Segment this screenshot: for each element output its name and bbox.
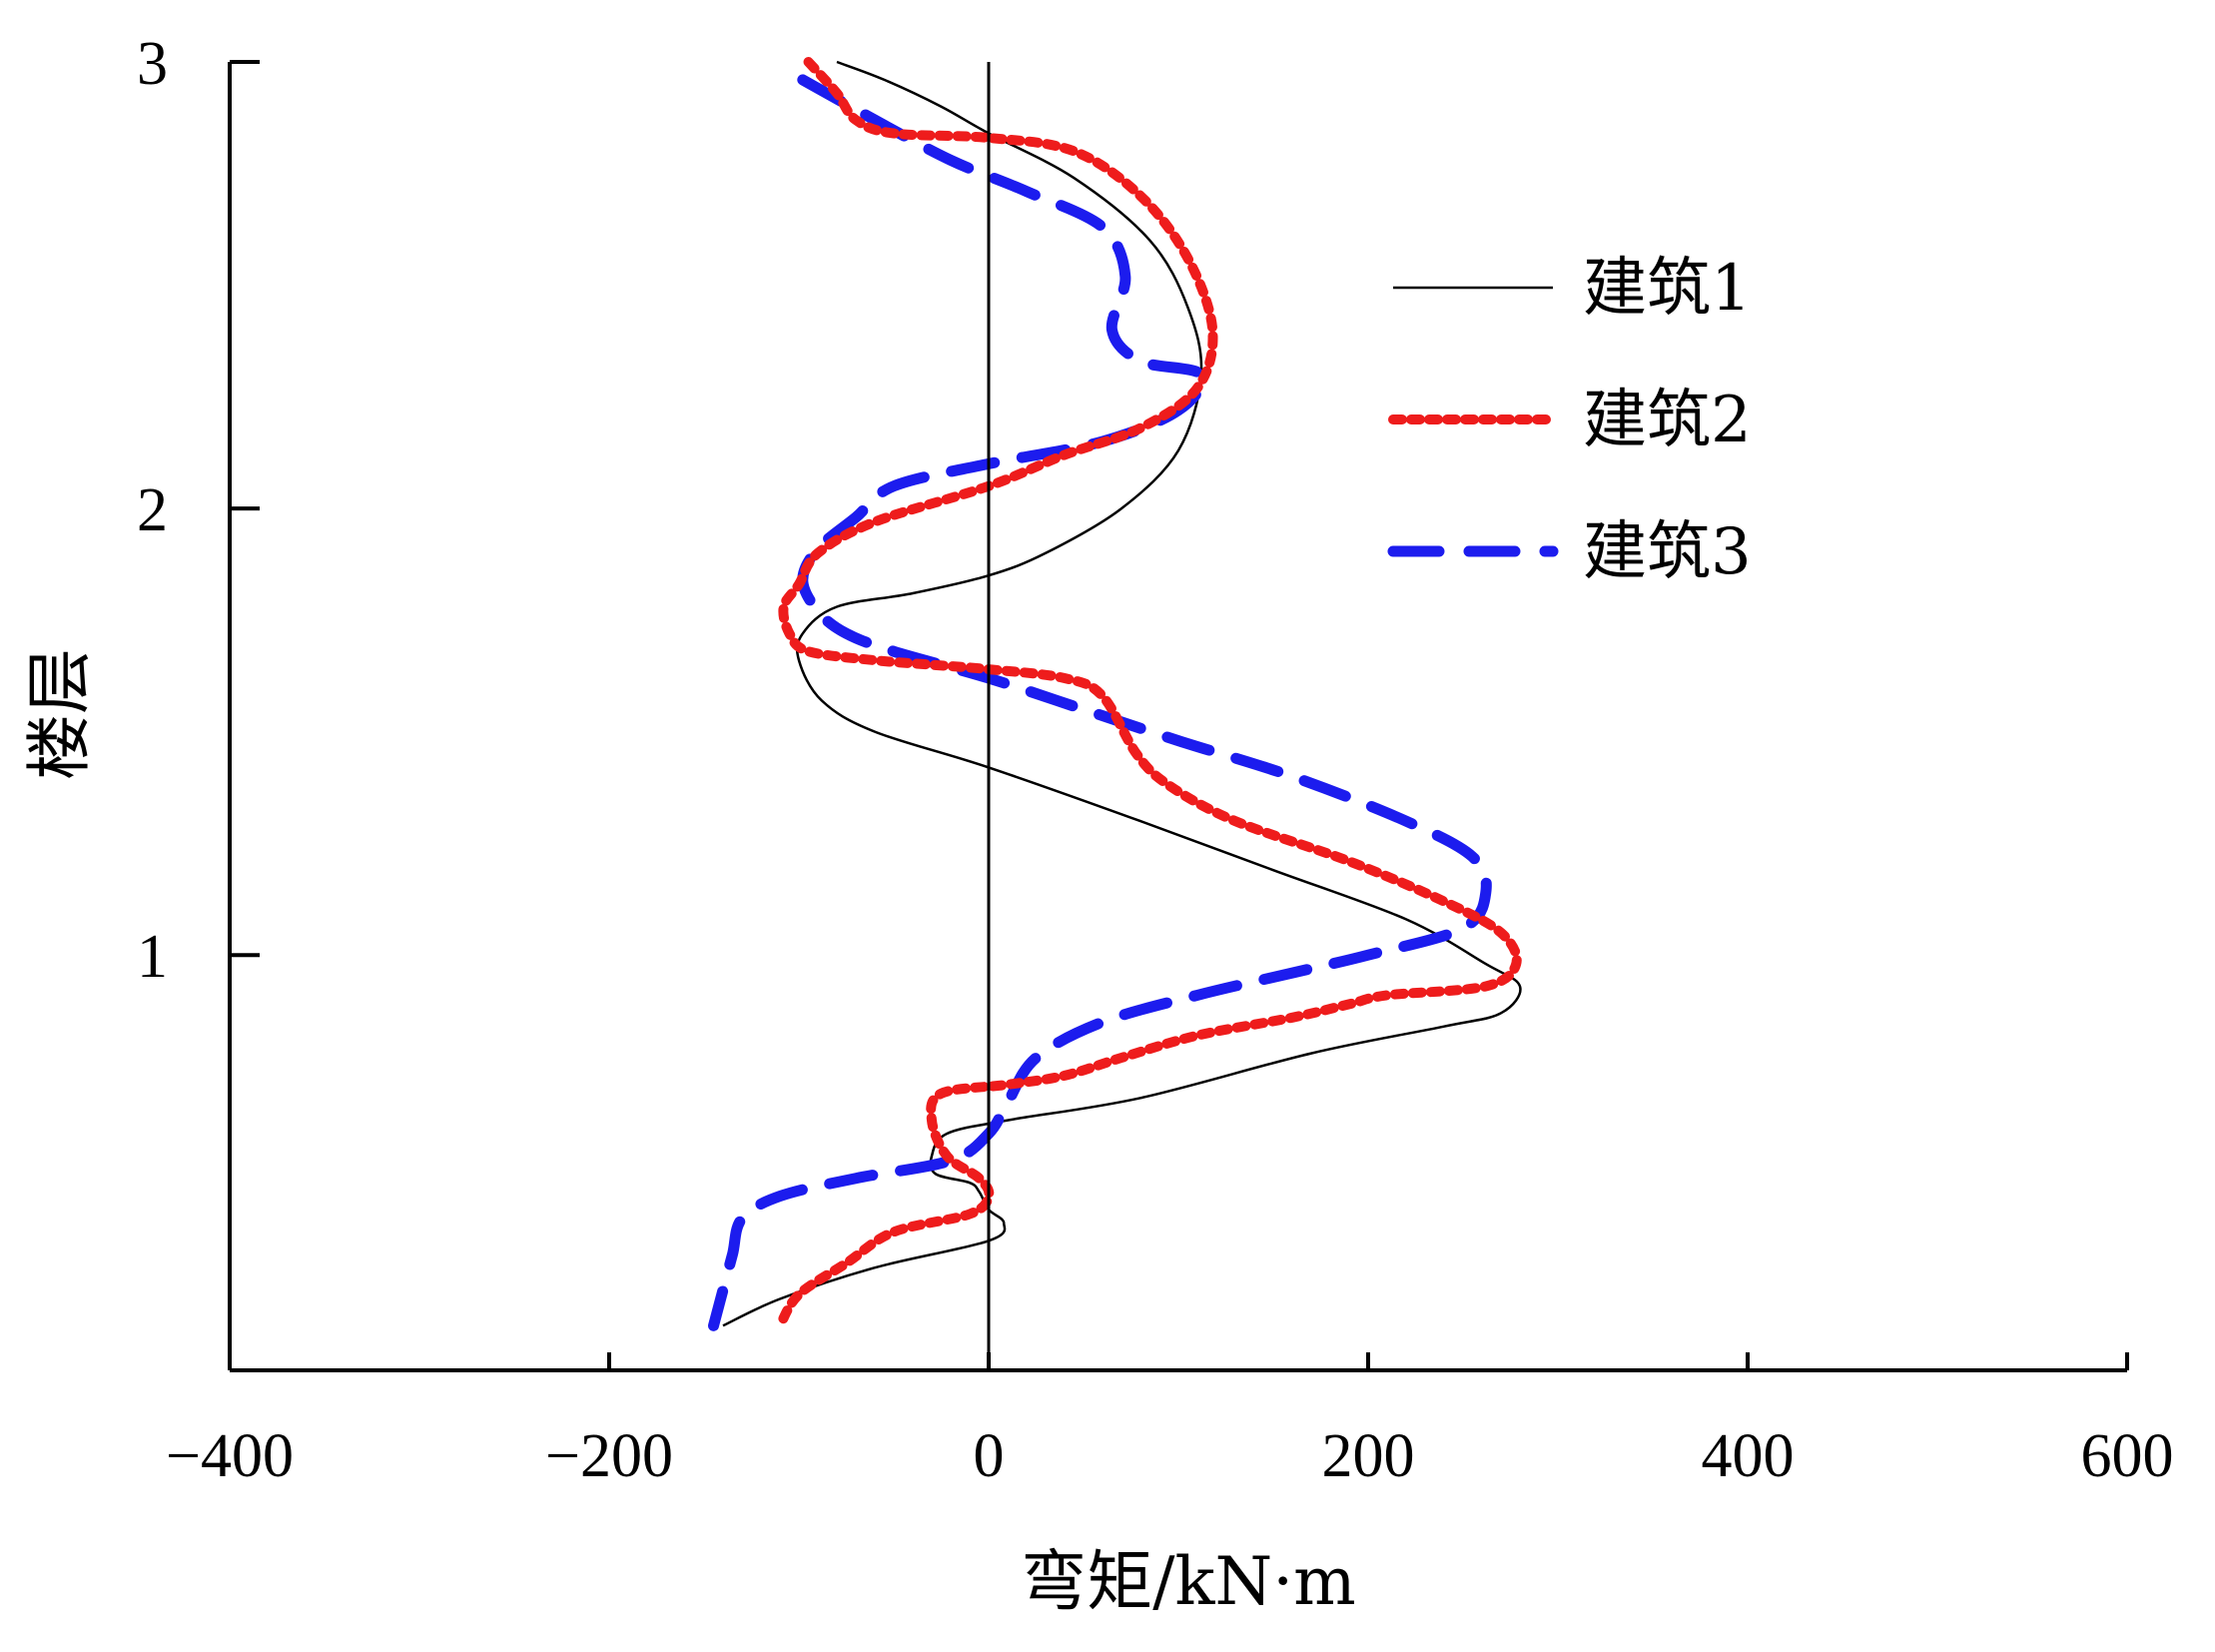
- y-tick-label: 3: [137, 30, 168, 98]
- series-line-2: [775, 57, 1522, 1331]
- x-ticks: −400 −200 0 200 400 600: [166, 1352, 2174, 1490]
- x-tick-label: 600: [2081, 1422, 2174, 1490]
- y-tick-label: 1: [137, 923, 168, 991]
- legend-label-3: 建筑3: [1583, 515, 1752, 589]
- x-tick-label: −200: [545, 1422, 673, 1490]
- y-axis-title: 楼层: [21, 648, 98, 780]
- legend-label-1: 建筑1: [1583, 252, 1752, 326]
- axes: [228, 62, 2127, 1372]
- series-line-3: [708, 74, 1492, 1331]
- y-tick-label: 2: [137, 476, 168, 544]
- x-tick-label: 0: [974, 1422, 1005, 1490]
- legend-label-2: 建筑2: [1583, 384, 1752, 457]
- legend: 建筑1 建筑2 建筑3: [1387, 252, 1752, 589]
- x-tick-label: 400: [1702, 1422, 1795, 1490]
- series-line-1: [722, 60, 1522, 1327]
- plot-lines: [708, 57, 1522, 1331]
- x-axis-title: 弯矩/kN·m: [1021, 1543, 1356, 1620]
- y-ticks: 1 2 3: [137, 30, 260, 991]
- x-tick-label: 200: [1322, 1422, 1415, 1490]
- x-tick-label: −400: [166, 1422, 294, 1490]
